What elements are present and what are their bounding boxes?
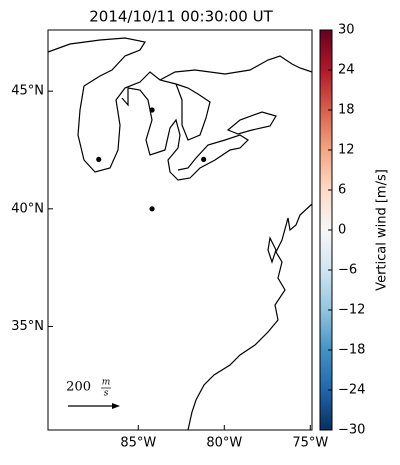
colorbar-tick-label: −18 [338,343,365,358]
map-frame [47,29,313,431]
y-tick-label: 40°N [11,201,44,216]
colorbar-tick-label: 12 [338,143,355,158]
station-point [201,156,207,163]
colorbar-label: Vertical wind [m/s] [375,169,390,291]
colorbar-tick-label: 30 [338,23,355,38]
colorbar-tick-label: −6 [338,263,357,278]
quiver-key-label: 200 ms [66,378,111,399]
y-tick-label: 35°N [11,319,44,334]
quiver-key-head [112,403,120,409]
quiver-key-value: 200 [66,380,91,395]
y-tick-label: 45°N [11,84,44,99]
colorbar-tick-label: −12 [338,303,365,318]
quiver-key-numerator: m [102,378,111,388]
station-point [149,107,155,113]
station-point [96,156,102,163]
chart-title: 2014/10/11 00:30:00 UT [89,8,273,26]
x-tick-label: 85°W [120,436,156,451]
coastlines [47,37,313,431]
quiver-key-denominator: s [104,389,109,399]
x-tick-label: 80°W [206,436,242,451]
colorbar-tick-label: 6 [338,183,346,198]
colorbar-tick-label: 18 [338,103,355,118]
colorbar-tick-label: 24 [338,63,355,78]
station-point [149,206,155,212]
x-tick-label: 75°W [292,436,328,451]
colorbar-tick-label: 0 [338,223,346,238]
colorbar-tick-label: −30 [338,423,365,438]
colorbar-tick-label: −24 [338,383,365,398]
